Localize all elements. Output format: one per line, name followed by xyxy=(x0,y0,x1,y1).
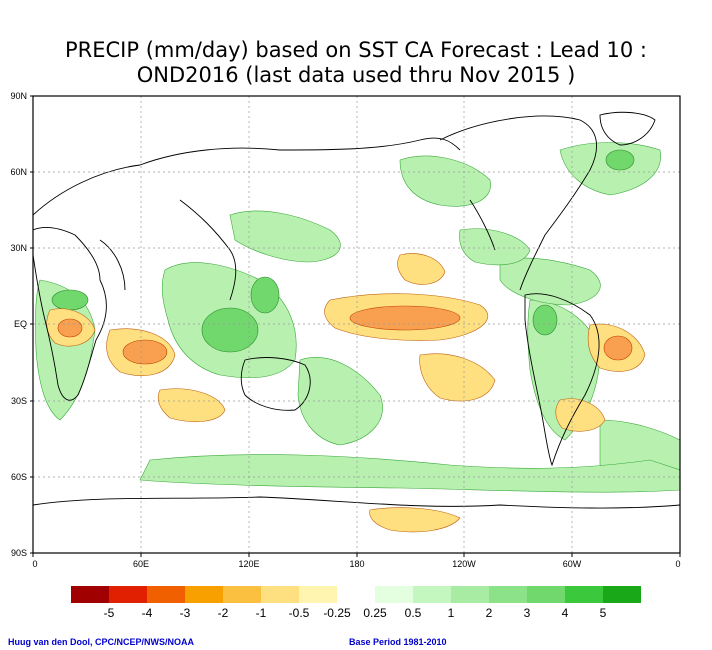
wet-core-maritime xyxy=(201,307,259,353)
legend-label-10: 2 xyxy=(486,606,493,620)
coastline-antarctica xyxy=(33,496,680,509)
dry-region-south-indian xyxy=(157,388,226,423)
lon-tick-0-end: 0 xyxy=(675,559,680,569)
chart-title: PRECIP (mm/day) based on SST CA Forecast… xyxy=(0,38,712,88)
legend-label-0: -5 xyxy=(104,606,115,620)
lat-tick-90s: 90S xyxy=(11,548,27,558)
dry-core-west-africa xyxy=(57,318,83,338)
wet-core-atlantic xyxy=(605,149,635,171)
wet-region-north-pacific xyxy=(399,155,491,207)
lon-tick-60w: 60W xyxy=(563,559,582,569)
coastlines xyxy=(33,111,680,509)
dry-region-southeast-pacific xyxy=(419,353,496,402)
wet-region-north-atlantic xyxy=(559,142,661,196)
wet-region-caribbean xyxy=(499,257,601,306)
legend-swatch-7 xyxy=(337,586,375,603)
dry-core-amazon xyxy=(603,335,633,361)
legend-swatch-0 xyxy=(71,586,109,603)
lon-tick-0: 0 xyxy=(32,559,37,569)
coastline-eurasia xyxy=(33,137,461,301)
lat-axis: 90N 60N 30N EQ 30S 60S 90S xyxy=(10,91,33,558)
legend-label-3: -2 xyxy=(218,606,229,620)
dry-cores xyxy=(57,305,633,365)
legend-label-8: 0.5 xyxy=(405,606,422,620)
legend-swatch-3 xyxy=(185,586,223,603)
coastline-greenland xyxy=(599,111,656,146)
dry-region-north-pacific-hawaii xyxy=(397,253,446,285)
legend-label-7: 0.25 xyxy=(363,606,387,620)
legend-label-2: -3 xyxy=(180,606,191,620)
legend-label-5: -0.5 xyxy=(289,606,310,620)
lon-axis: 0 60E 120E 180 120W 60W 0 xyxy=(32,553,681,569)
lat-tick-60s: 60S xyxy=(11,472,27,482)
lat-tick-30n: 30N xyxy=(10,243,27,253)
legend-label-11: 3 xyxy=(524,606,531,620)
legend-swatch-10 xyxy=(451,586,489,603)
legend-swatch-9 xyxy=(413,586,451,603)
legend-swatch-6 xyxy=(299,586,337,603)
footer-credit: Huug van den Dool, CPC/NCEP/NWS/NOAA xyxy=(8,637,195,647)
legend-swatch-13 xyxy=(565,586,603,603)
dry-region-south-atlantic xyxy=(555,398,606,432)
dry-region-antarctic xyxy=(369,507,461,533)
wet-cores xyxy=(51,149,635,353)
wet-region-north-america xyxy=(459,228,531,266)
lon-tick-120w: 120W xyxy=(452,559,476,569)
dry-core-central-pacific xyxy=(349,305,461,331)
legend-swatch-11 xyxy=(489,586,527,603)
legend-label-4: -1 xyxy=(256,606,267,620)
precip-field xyxy=(35,142,680,533)
footer-base-period: Base Period 1981-2010 xyxy=(349,637,447,647)
legend-label-9: 1 xyxy=(448,606,455,620)
lat-tick-30s: 30S xyxy=(11,396,27,406)
wet-region-southern-ocean xyxy=(139,454,680,493)
lon-tick-120e: 120E xyxy=(238,559,259,569)
lat-tick-60n: 60N xyxy=(10,167,27,177)
lat-tick-eq: EQ xyxy=(14,319,27,329)
legend-swatch-14 xyxy=(603,586,641,603)
legend-swatch-12 xyxy=(527,586,565,603)
legend-swatch-1 xyxy=(109,586,147,603)
legend-swatch-5 xyxy=(261,586,299,603)
coastline-australia xyxy=(240,357,311,411)
coastline-north-america xyxy=(439,115,597,291)
legend-label-12: 4 xyxy=(562,606,569,620)
lon-tick-180: 180 xyxy=(349,559,364,569)
coastline-africa xyxy=(33,227,107,401)
title-line-1: PRECIP (mm/day) based on SST CA Forecast… xyxy=(64,38,648,62)
wet-core-indian xyxy=(51,289,89,311)
title-line-2: OND2016 (last data used thru Nov 2015 ) xyxy=(136,63,576,87)
legend-swatch-2 xyxy=(147,586,185,603)
dry-core-africa xyxy=(122,339,168,365)
wet-core-colombia xyxy=(532,304,558,336)
legend-swatch-4 xyxy=(223,586,261,603)
legend-colorbar: -5 -4 -3 -2 -1 -0.5 -0.25 0.25 0.5 1 2 3 4 5 xyxy=(71,586,641,620)
legend-label-6: -0.25 xyxy=(323,606,351,620)
wet-region-south-pacific xyxy=(297,357,383,446)
grid-lines xyxy=(33,96,680,553)
legend-label-1: -4 xyxy=(142,606,153,620)
lon-tick-60e: 60E xyxy=(133,559,149,569)
wet-region-west-pacific xyxy=(229,210,341,263)
wet-core-philippines xyxy=(250,276,280,314)
legend-swatch-8 xyxy=(375,586,413,603)
coastline-south-america xyxy=(524,293,600,467)
legend-label-13: 5 xyxy=(600,606,607,620)
lat-tick-90n: 90N xyxy=(10,91,27,101)
